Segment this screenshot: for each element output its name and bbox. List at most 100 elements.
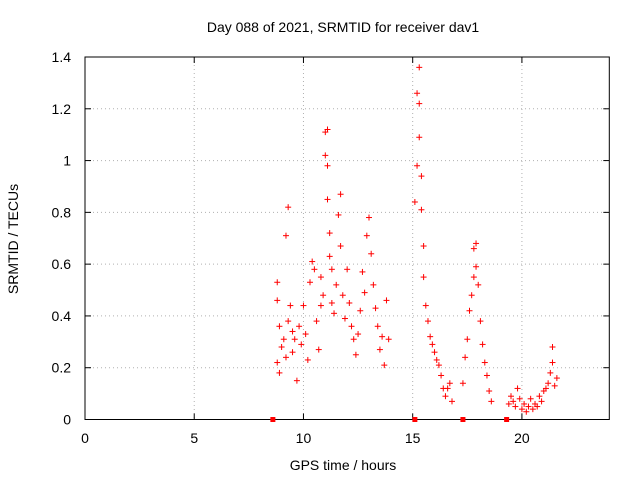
data-point (534, 403, 541, 410)
data-point (350, 336, 357, 343)
data-point (525, 403, 532, 410)
data-point (473, 240, 480, 247)
data-point (339, 292, 346, 299)
data-point (370, 281, 377, 288)
data-point (385, 336, 392, 343)
data-point (488, 398, 495, 405)
data-point (516, 395, 523, 402)
y-tick-label: 0.2 (52, 360, 72, 376)
data-point (542, 385, 549, 392)
data-point (315, 346, 322, 353)
data-point (429, 341, 436, 348)
data-point (311, 266, 318, 273)
data-point (438, 372, 445, 379)
data-point (545, 380, 552, 387)
data-point (274, 297, 281, 304)
data-point (521, 400, 528, 407)
data-point (483, 372, 490, 379)
zero-line-marker (412, 417, 418, 422)
data-point (505, 400, 512, 407)
x-tick-label: 0 (81, 430, 89, 446)
data-point (274, 279, 281, 286)
y-tick-label: 0.6 (52, 256, 72, 272)
y-axis-tick-labels: 0 0.2 0.4 0.6 0.8 1 1.2 1.4 (52, 49, 72, 428)
data-point (361, 289, 368, 296)
data-point (507, 393, 514, 400)
data-point (296, 323, 303, 330)
data-point (365, 214, 372, 221)
data-point (416, 100, 423, 107)
data-point (293, 377, 300, 384)
data-point (551, 382, 558, 389)
data-point (529, 406, 536, 413)
data-point (298, 341, 305, 348)
data-point (374, 323, 381, 330)
data-point (328, 299, 335, 306)
data-point (326, 253, 333, 260)
data-point (313, 318, 320, 325)
data-point (376, 346, 383, 353)
data-point (416, 64, 423, 71)
data-point (431, 349, 438, 356)
data-point (449, 398, 456, 405)
x-axis-ticks (84, 57, 523, 420)
data-point (462, 354, 469, 361)
data-point (320, 292, 327, 299)
data-point (276, 369, 283, 376)
data-point (379, 333, 386, 340)
y-axis-label: SRMTID / TECUs (5, 184, 21, 294)
data-point (433, 356, 440, 363)
data-point (479, 341, 486, 348)
data-point (427, 333, 434, 340)
data-point (307, 279, 314, 286)
y-tick-label: 1 (63, 153, 71, 169)
x-axis-label: GPS time / hours (290, 457, 397, 473)
data-point (422, 302, 429, 309)
data-point (352, 351, 359, 358)
data-point (355, 331, 362, 338)
x-axis-tick-labels: 0 5 10 15 20 (81, 430, 530, 446)
x-tick-label: 20 (514, 430, 530, 446)
data-point (331, 310, 338, 317)
data-point (459, 380, 466, 387)
data-point (547, 369, 554, 376)
data-point (280, 336, 287, 343)
data-point (536, 393, 543, 400)
data-point (477, 318, 484, 325)
data-point (328, 266, 335, 273)
data-point (446, 380, 453, 387)
data-point (411, 199, 418, 205)
data-point (368, 250, 375, 257)
data-point (464, 336, 471, 343)
data-point (383, 297, 390, 304)
data-point (553, 375, 560, 382)
data-point (291, 336, 298, 343)
data-point (381, 362, 388, 369)
data-point (512, 403, 519, 410)
data-point (527, 395, 534, 402)
data-point (322, 152, 329, 159)
zero-line-marker (270, 417, 276, 422)
zero-line-markers (270, 417, 510, 422)
x-tick-label: 5 (190, 430, 198, 446)
y-tick-label: 0.8 (52, 204, 72, 220)
data-point (274, 359, 281, 366)
data-point (470, 245, 477, 252)
data-point (324, 126, 331, 133)
data-point (309, 258, 316, 265)
data-point (418, 206, 425, 213)
chart-title: Day 088 of 2021, SRMTID for receiver dav… (207, 19, 480, 35)
data-point (424, 318, 431, 325)
data-point (510, 398, 517, 405)
data-point (282, 232, 289, 239)
data-point (324, 162, 331, 169)
data-point (348, 323, 355, 330)
data-point (466, 307, 473, 314)
y-tick-label: 1.2 (52, 101, 72, 117)
data-point (363, 232, 370, 239)
data-point (282, 354, 289, 361)
y-tick-label: 1.4 (52, 49, 72, 65)
data-point (435, 362, 442, 369)
data-point (416, 134, 423, 141)
x-tick-label: 15 (405, 430, 421, 446)
